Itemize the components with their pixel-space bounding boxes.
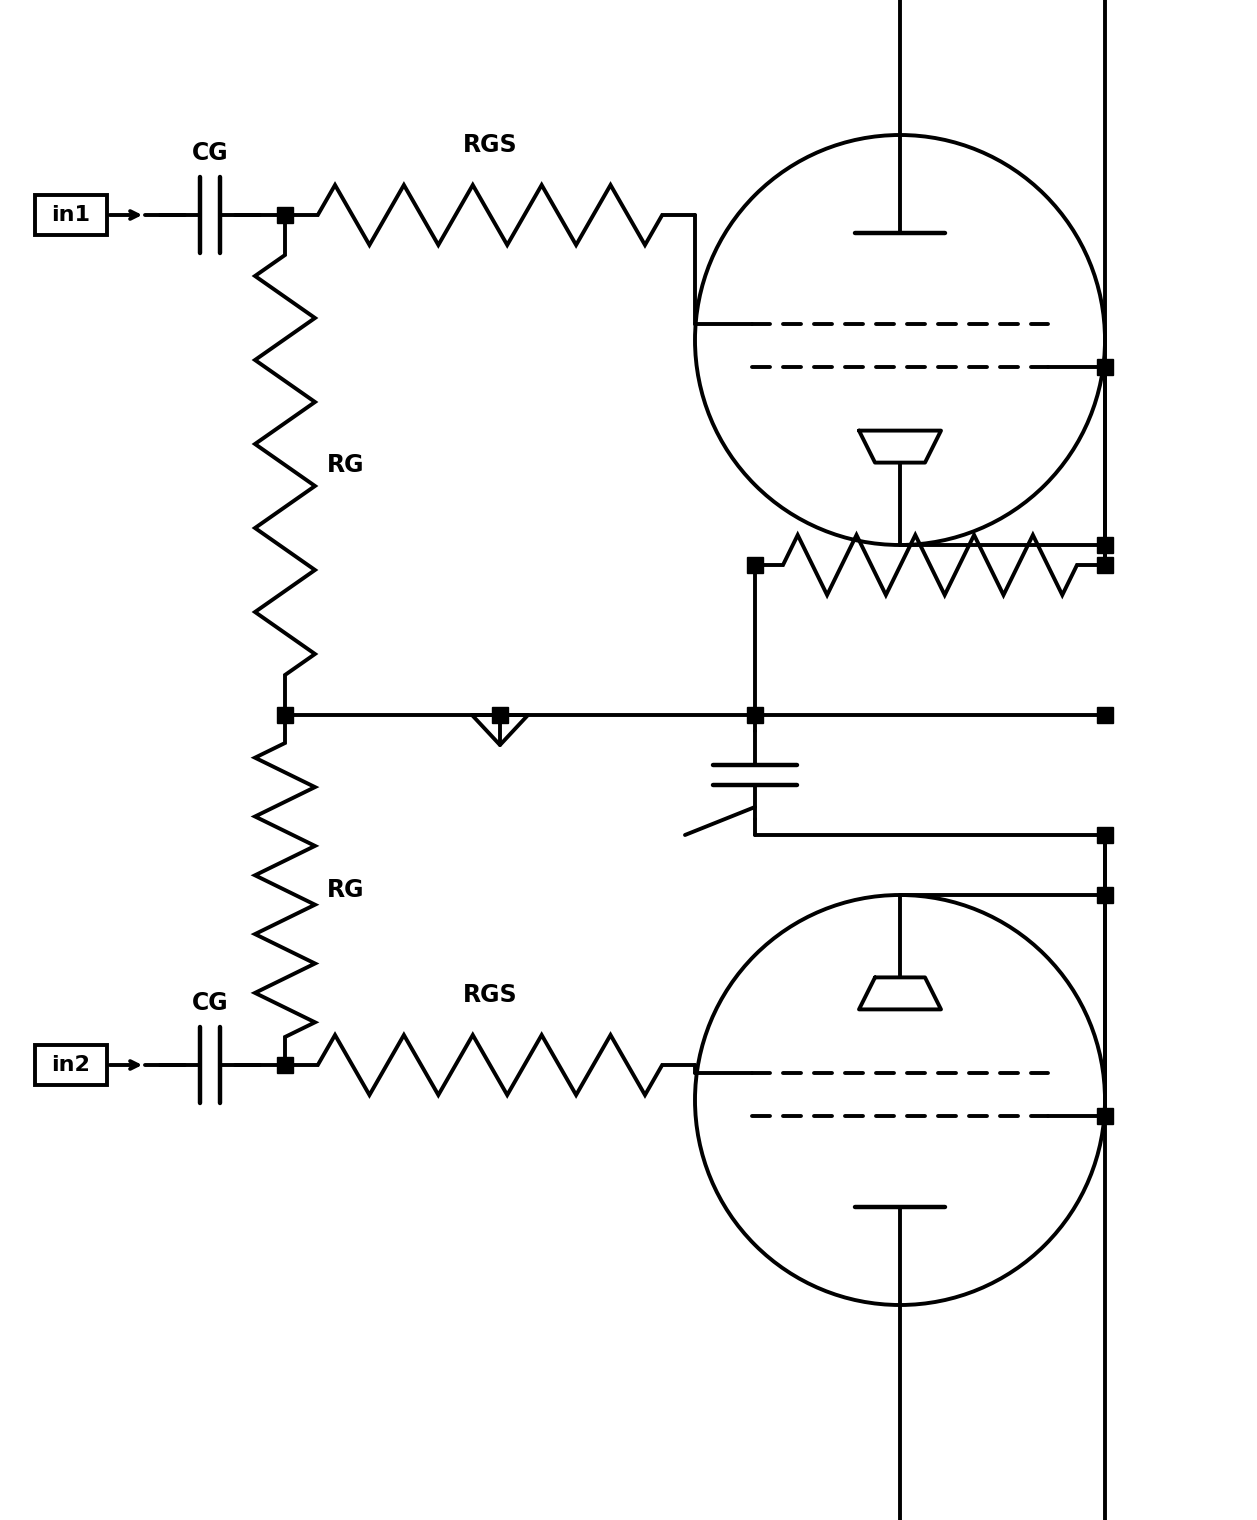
Text: in2: in2 (52, 1055, 91, 1075)
Text: RGS: RGS (463, 134, 518, 157)
Bar (35, 195, 107, 236)
Text: CG: CG (191, 991, 229, 1015)
Text: RG: RG (327, 453, 365, 477)
Text: CG: CG (191, 141, 229, 166)
Text: RG: RG (327, 879, 365, 901)
Bar (35, 1046, 107, 1085)
Text: RGS: RGS (463, 983, 518, 1008)
Text: in1: in1 (52, 205, 91, 225)
